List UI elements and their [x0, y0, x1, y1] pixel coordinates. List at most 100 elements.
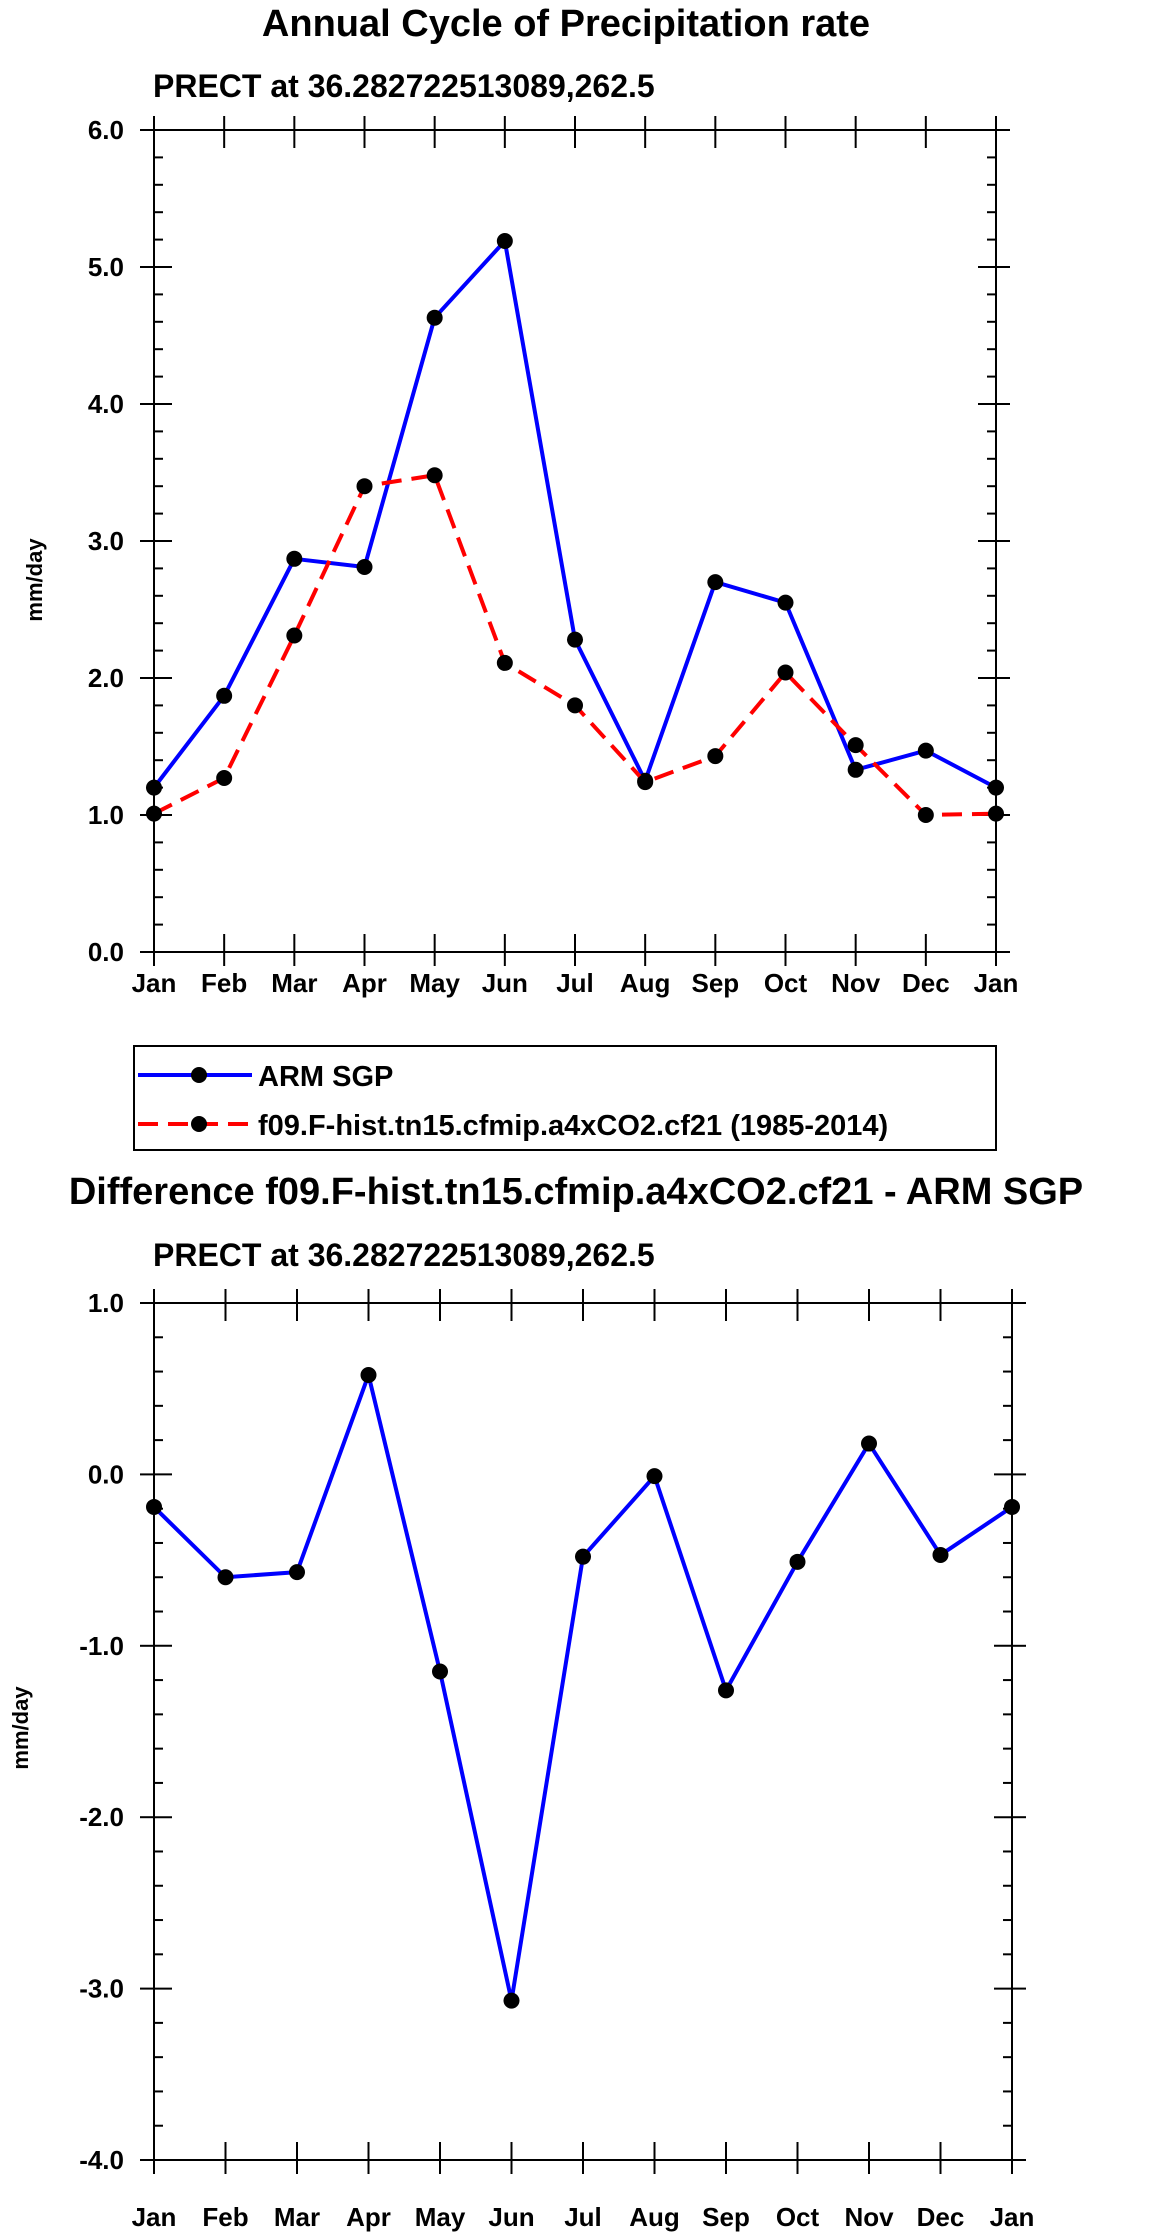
data-point: [216, 687, 233, 704]
y-tick-label: 3.0: [88, 526, 124, 556]
data-point: [575, 1548, 591, 1565]
difference-x-tick-labels: Jan Feb Mar Apr May Jun Jul Aug Sep Oct Nov Dec Jan: [132, 2202, 1035, 2232]
data-point: [496, 232, 513, 249]
data-point: [146, 1498, 162, 1515]
x-tick-labels: Jan Feb Mar Apr May Jun Jul Aug Sep Oct Nov Dec Jan: [132, 968, 1019, 998]
x-tick-label: Aug: [629, 2202, 680, 2232]
y-tick-label: 1.0: [88, 800, 124, 830]
data-point: [426, 309, 443, 326]
x-tick-label: Sep: [691, 968, 739, 998]
series-line: [152, 1372, 1014, 2003]
x-tick-label: Jan: [132, 2202, 177, 2232]
difference-panel: Difference f09.F-hist.tn15.cfmip.a4xCO2.…: [8, 1171, 1083, 2232]
difference-plot-frame: [153, 1302, 1013, 2161]
y-tick-labels: 0.0 1.0 2.0 3.0 4.0 5.0 6.0: [88, 115, 124, 967]
data-point: [146, 779, 162, 796]
x-tick-label: Nov: [831, 968, 881, 998]
data-point: [432, 1663, 448, 1680]
data-point: [637, 774, 654, 791]
data-point: [496, 654, 513, 671]
x-tick-label: Jul: [556, 968, 594, 998]
x-tick-label: Jul: [564, 2202, 602, 2232]
y-tick-label: 2.0: [88, 663, 124, 693]
data-point: [360, 1366, 377, 1383]
data-point: [646, 1468, 663, 1485]
data-point: [426, 467, 443, 484]
annual-cycle-panel: Annual Cycle of Precipitation rate PRECT…: [22, 3, 1019, 1151]
legend-label-model: f09.F-hist.tn15.cfmip.a4xCO2.cf21 (1985-…: [258, 1110, 888, 1142]
data-point: [356, 478, 373, 495]
chart-title: Annual Cycle of Precipitation rate: [262, 3, 870, 45]
legend-label-arm-sgp: ARM SGP: [258, 1061, 393, 1093]
y-tick-label: 0.0: [88, 1459, 124, 1489]
data-point: [917, 807, 934, 823]
y-tick-label: 5.0: [88, 252, 124, 282]
x-tick-label: Mar: [274, 2202, 320, 2232]
x-tick-label: Nov: [844, 2202, 894, 2232]
y-tick-label: 0.0: [88, 937, 124, 967]
legend-dot-model: [191, 1116, 207, 1132]
data-point: [567, 631, 583, 648]
x-tick-label: Jan: [990, 2202, 1035, 2232]
y-axis-label: mm/day: [22, 538, 47, 622]
x-tick-label: Jan: [132, 968, 177, 998]
difference-series-group: [146, 1366, 1020, 2009]
data-point: [1004, 1498, 1020, 1515]
data-point: [847, 737, 864, 754]
legend-box: [133, 1045, 997, 1151]
difference-subtitle: PRECT at 36.282722513089,262.5: [153, 1237, 655, 1273]
x-tick-label: Feb: [201, 968, 247, 998]
data-point: [861, 1435, 877, 1452]
data-point: [932, 1546, 949, 1563]
x-tick-label: Dec: [917, 2202, 965, 2232]
data-point: [567, 697, 583, 714]
data-point: [789, 1553, 806, 1570]
legend: ARM SGP f09.F-hist.tn15.cfmip.a4xCO2.cf2…: [133, 1045, 997, 1151]
series-group: [146, 232, 1004, 823]
x-tick-label: May: [409, 968, 460, 998]
data-point: [988, 805, 1004, 822]
data-point: [917, 742, 934, 759]
x-tick-label: Apr: [342, 968, 387, 998]
difference-title: Difference f09.F-hist.tn15.cfmip.a4xCO2.…: [69, 1171, 1083, 1213]
x-tick-label: Apr: [346, 2202, 391, 2232]
x-tick-label: Dec: [902, 968, 950, 998]
data-point: [707, 574, 724, 591]
y-tick-label: -1.0: [79, 1631, 124, 1661]
x-tick-label: Sep: [702, 2202, 750, 2232]
x-tick-label: Jan: [974, 968, 1019, 998]
data-point: [718, 1682, 734, 1699]
data-point: [847, 761, 864, 778]
y-tick-label: -4.0: [79, 2145, 124, 2175]
axis-ticks: [140, 116, 1010, 966]
difference-y-tick-labels: -4.0 -3.0 -2.0 -1.0 0.0 1.0: [79, 1288, 124, 2175]
y-tick-label: 4.0: [88, 389, 124, 419]
x-tick-label: Feb: [202, 2202, 248, 2232]
data-point: [707, 748, 724, 765]
y-tick-label: -3.0: [79, 1974, 124, 2004]
y-tick-label: -2.0: [79, 1802, 124, 1832]
data-point: [216, 770, 233, 787]
x-tick-label: Jun: [482, 968, 528, 998]
data-point: [289, 1564, 305, 1581]
difference-axis-ticks: [140, 1289, 1026, 2174]
data-point: [286, 627, 303, 644]
x-tick-label: Oct: [764, 968, 808, 998]
plot-frame: [153, 129, 997, 953]
legend-dot-arm-sgp: [191, 1067, 207, 1083]
data-point: [503, 1992, 520, 2009]
x-tick-label: May: [415, 2202, 466, 2232]
data-point: [777, 594, 794, 611]
difference-y-axis-label: mm/day: [8, 1686, 33, 1770]
data-point: [356, 559, 373, 576]
x-tick-label: Jun: [488, 2202, 534, 2232]
data-point: [217, 1569, 234, 1586]
x-tick-label: Aug: [620, 968, 671, 998]
chart-subtitle: PRECT at 36.282722513089,262.5: [153, 68, 655, 104]
data-point: [146, 805, 162, 822]
data-point: [777, 664, 794, 681]
y-tick-label: 1.0: [88, 1288, 124, 1318]
data-point: [988, 779, 1004, 796]
x-tick-label: Mar: [271, 968, 317, 998]
